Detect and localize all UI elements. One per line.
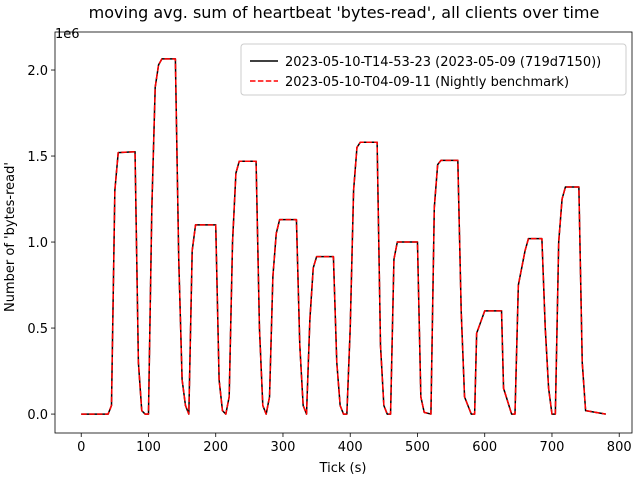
y-tick-label: 0.0 — [27, 408, 48, 423]
plot-frame — [54, 31, 633, 434]
legend: 2023-05-10-T14-53-23 (2023-05-09 (719d71… — [240, 43, 627, 96]
x-tick-label: 400 — [338, 440, 363, 455]
y-axis-label: Number of 'bytes-read' — [3, 162, 18, 312]
y-tick-label: 1.5 — [27, 150, 48, 165]
y-tick-label: 2.0 — [27, 64, 48, 79]
legend-label: 2023-05-10-T04-09-11 (Nightly benchmark) — [285, 75, 569, 90]
chart-title: moving avg. sum of heartbeat 'bytes-read… — [89, 3, 600, 22]
x-tick-label: 300 — [271, 440, 296, 455]
x-tick-label: 500 — [405, 440, 430, 455]
x-axis-label: Tick (s) — [319, 461, 367, 476]
x-tick-label: 0 — [77, 440, 85, 455]
series-line — [81, 58, 606, 415]
x-tick-label: 700 — [540, 440, 565, 455]
x-tick-label: 100 — [136, 440, 161, 455]
y-tick-label: 1.0 — [27, 236, 48, 251]
x-tick-label: 600 — [472, 440, 497, 455]
x-tick-label: 800 — [607, 440, 632, 455]
y-offset-label: 1e6 — [55, 27, 80, 42]
legend-label: 2023-05-10-T14-53-23 (2023-05-09 (719d71… — [285, 55, 601, 70]
y-tick-label: 0.5 — [27, 322, 48, 337]
legend-box — [240, 43, 627, 96]
x-tick-label: 200 — [203, 440, 228, 455]
